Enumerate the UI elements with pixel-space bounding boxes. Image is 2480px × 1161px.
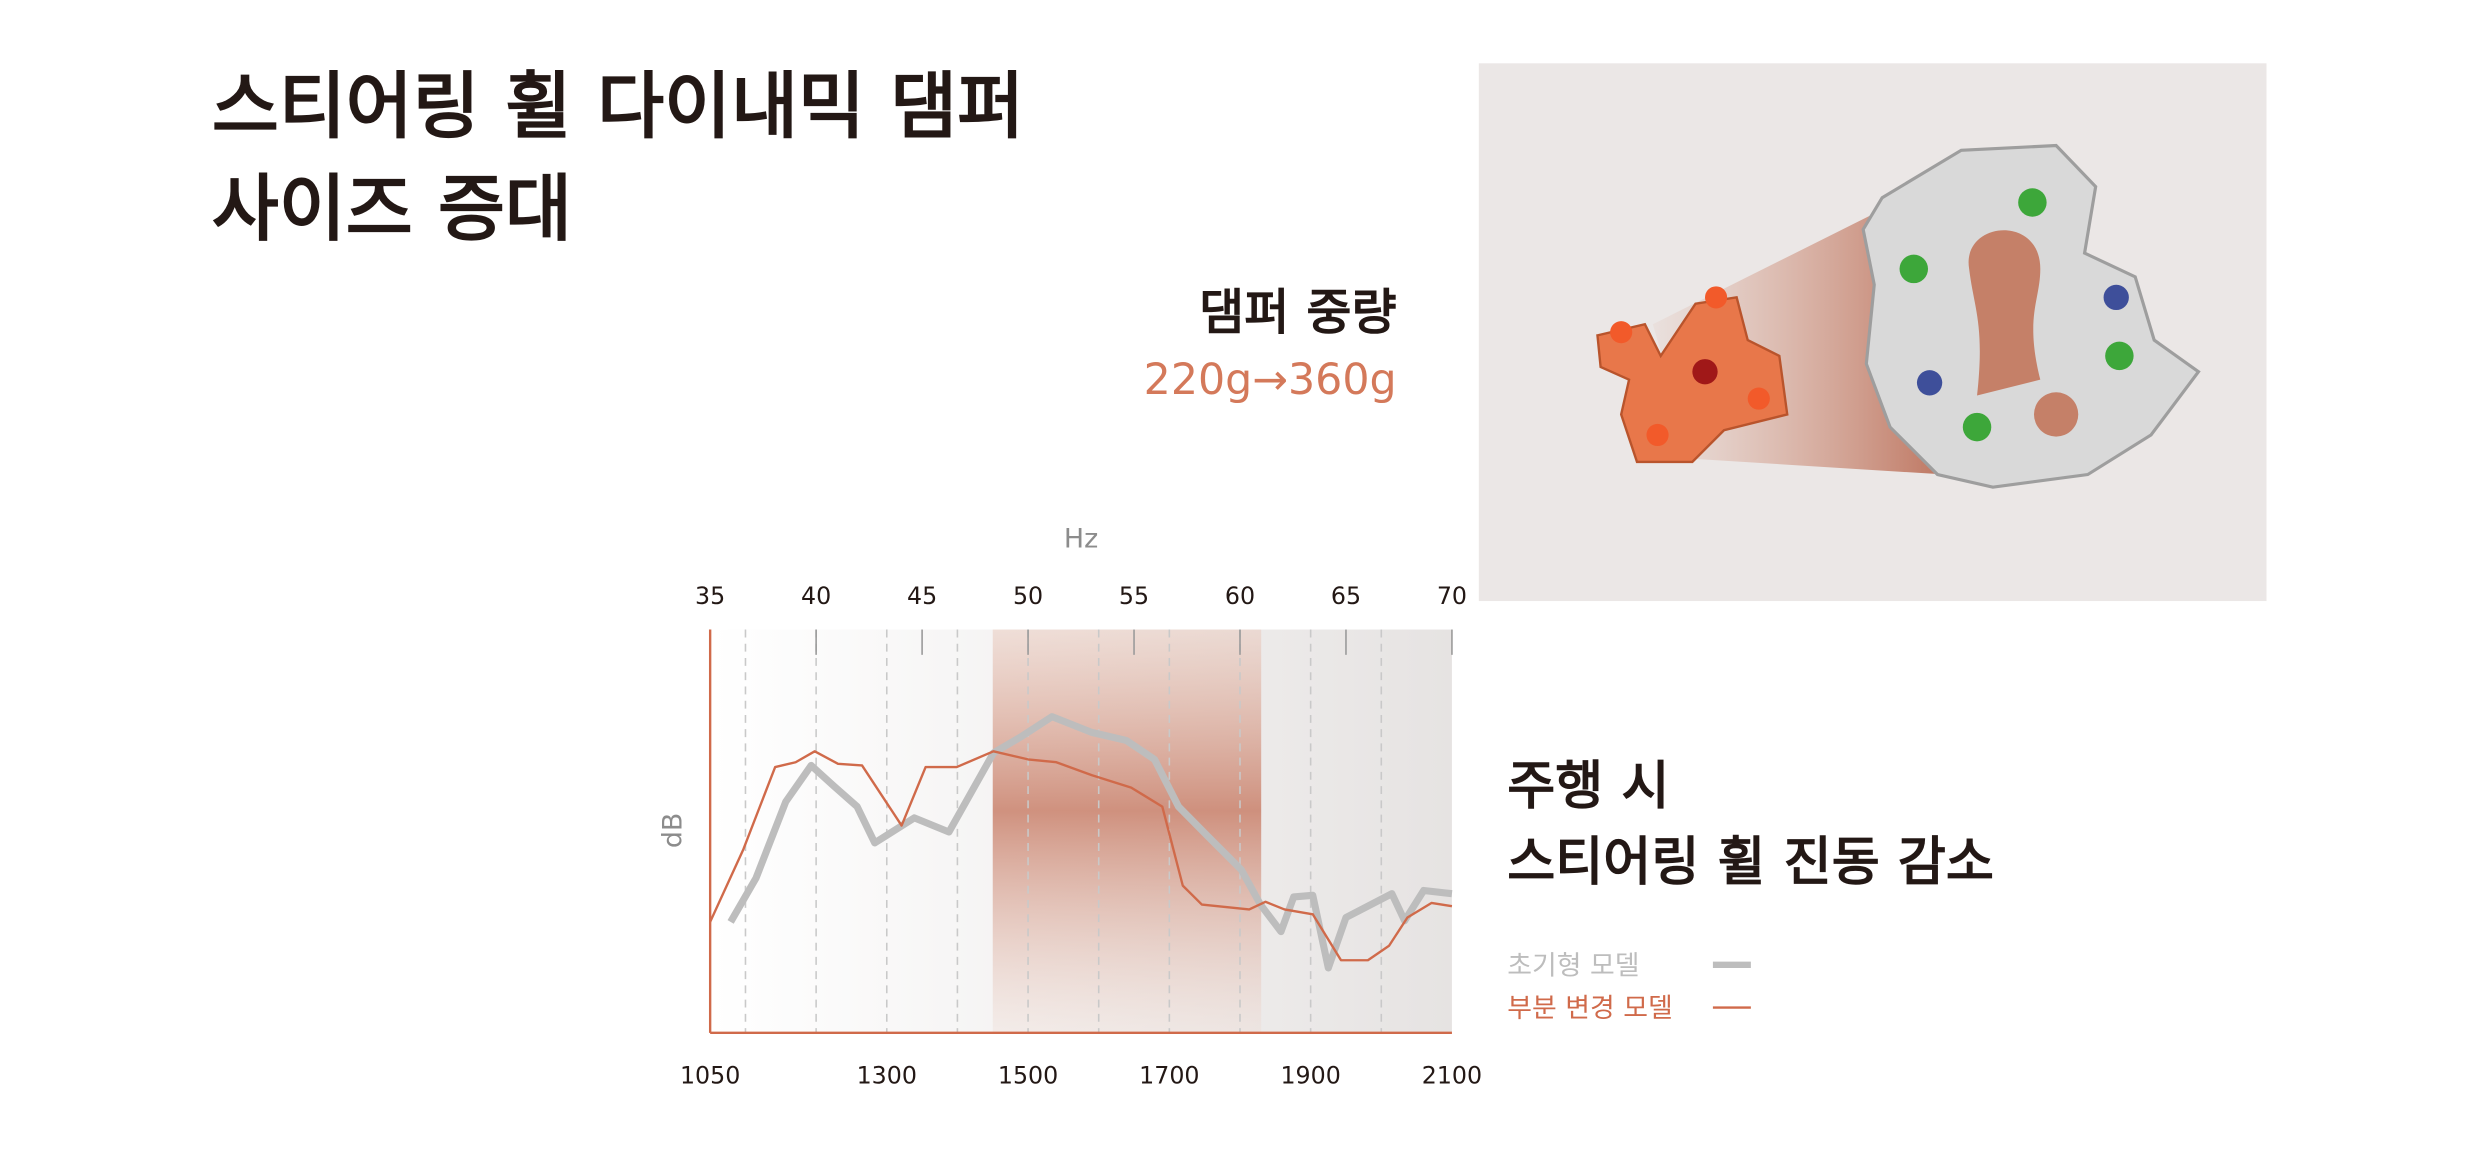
- small-damper: [1596, 296, 1789, 464]
- x2-tick-label: 70: [1437, 582, 1467, 610]
- x2-tick-label: 65: [1331, 582, 1361, 610]
- x-tick-label: 1500: [998, 1061, 1058, 1089]
- series-line: [709, 750, 1453, 962]
- weight-change: 220g→360g: [1144, 355, 1397, 405]
- title-line: 스티어링 휠 다이내믹 댐퍼: [212, 64, 1024, 149]
- x-tick-label: 1700: [1139, 1061, 1199, 1089]
- effect-line: 스티어링 휠 진동 감소: [1507, 832, 1994, 892]
- plot: 1050 1300 1500 1700 1900 2100 35 40 45 50 55 60 65 70…: [658, 523, 1482, 1089]
- x-tick-label: 2100: [1422, 1061, 1482, 1089]
- x2-tick-label: 50: [1013, 582, 1043, 610]
- damper-hole: [1968, 230, 2041, 396]
- x2-axis-label: Hz: [1064, 523, 1098, 554]
- legend-label: 초기형 모델: [1507, 950, 1639, 981]
- title-line: 사이즈 증대: [212, 167, 572, 252]
- bolts: [1899, 188, 2134, 442]
- effect-line: 주행 시: [1507, 757, 1669, 817]
- legend-label: 부분 변경 모델: [1507, 993, 1672, 1024]
- series-line: [727, 713, 1453, 972]
- x2-tick-label: 55: [1119, 582, 1149, 610]
- x-tick-label: 1900: [1280, 1061, 1340, 1089]
- x2-tick-label: 60: [1225, 582, 1255, 610]
- x2-tick-label: 35: [695, 582, 725, 610]
- small-bolts: [1610, 286, 1770, 447]
- x-tick-label: 1050: [680, 1061, 740, 1089]
- highlight-band: [992, 629, 1262, 1033]
- x2-tick-label: 40: [801, 582, 831, 610]
- damper-hole: [2033, 392, 2079, 437]
- y-axis-label: dB: [658, 813, 689, 849]
- weight-label: 댐퍼 중량: [1199, 283, 1396, 341]
- damper-illustration: [1478, 63, 2267, 602]
- x2-tick-label: 45: [907, 582, 937, 610]
- x-tick-label: 1300: [857, 1061, 917, 1089]
